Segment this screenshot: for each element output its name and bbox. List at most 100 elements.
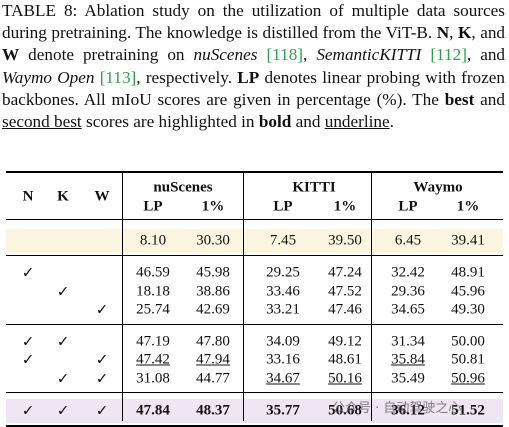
- caption-text: scores are highlighted in: [81, 112, 259, 132]
- caption-text: [112]: [430, 45, 467, 65]
- score-cell: 48.91: [451, 264, 485, 281]
- score-cell: 46.59: [136, 264, 170, 281]
- group-rule: [6, 323, 503, 325]
- check-mark: ✓: [95, 403, 109, 420]
- score-cell: 49.30: [451, 301, 485, 318]
- dataset-header: KITTI: [292, 179, 336, 196]
- source-header: K: [57, 188, 69, 205]
- caption-text: denote pretraining on: [19, 45, 194, 65]
- caption-text: LP: [237, 67, 260, 87]
- score-cell: 33.16: [266, 351, 300, 368]
- row-highlight: [6, 229, 503, 253]
- caption-text: K: [457, 23, 472, 43]
- group-rule: [6, 255, 503, 256]
- score-cell: 36.12: [391, 402, 425, 419]
- score-cell: 25.74: [136, 301, 170, 318]
- score-cell: 35.84: [391, 351, 425, 368]
- score-cell: 51.52: [451, 402, 485, 419]
- table-caption: TABLE 8: Ablation study on the utilizati…: [2, 0, 505, 133]
- score-cell: 49.12: [328, 333, 362, 350]
- caption-text: ,: [303, 45, 317, 65]
- score-cell: 18.18: [136, 283, 170, 300]
- score-cell: 33.21: [266, 301, 300, 318]
- score-cell: 48.61: [328, 351, 362, 368]
- score-cell: 31.08: [136, 370, 170, 387]
- score-cell: 34.65: [391, 301, 425, 318]
- score-cell: 50.81: [451, 351, 485, 368]
- check-mark: ✓: [56, 371, 70, 388]
- caption-text: second best: [2, 112, 82, 132]
- score-cell: 47.42: [136, 351, 170, 368]
- bottom-rule: [6, 425, 503, 427]
- score-cell: 33.46: [266, 283, 300, 300]
- dataset-header: Waymo: [413, 179, 463, 196]
- sub-header: LP: [398, 198, 418, 215]
- dataset-header: nuScenes: [153, 179, 213, 196]
- score-cell: 35.49: [391, 370, 425, 387]
- caption-text: nuScenes: [193, 45, 258, 65]
- caption-text: underline: [324, 112, 390, 132]
- row-highlight: [6, 399, 503, 423]
- check-mark: ✓: [21, 265, 35, 282]
- sub-header: LP: [143, 198, 163, 215]
- check-mark: ✓: [56, 334, 70, 351]
- group-rule: [6, 392, 503, 393]
- check-mark: ✓: [21, 403, 35, 420]
- column-divider: [371, 172, 372, 421]
- sub-header: 1%: [333, 198, 357, 215]
- top-rule: [6, 171, 503, 173]
- score-cell: 38.86: [196, 283, 230, 300]
- caption-text: TABLE 8: Ablation study on the utilizati…: [2, 1, 505, 43]
- score-cell: 39.50: [328, 232, 362, 249]
- score-cell: 30.30: [196, 232, 230, 249]
- header-rule: [6, 219, 503, 220]
- caption-text: .: [389, 112, 394, 132]
- score-cell: 7.45: [269, 232, 297, 249]
- caption-text: Waymo Open: [2, 67, 95, 87]
- score-cell: 8.10: [139, 232, 167, 249]
- score-cell: 50.96: [451, 370, 485, 387]
- check-mark: ✓: [95, 352, 109, 369]
- score-cell: 34.67: [266, 370, 300, 387]
- score-cell: 45.98: [196, 264, 230, 281]
- caption-text: [113]: [99, 67, 137, 87]
- score-cell: 29.36: [391, 283, 425, 300]
- score-cell: 35.77: [266, 402, 300, 419]
- sub-header: 1%: [456, 198, 480, 215]
- score-cell: 34.09: [266, 333, 300, 350]
- score-cell: 42.69: [196, 301, 230, 318]
- caption-text: bold: [258, 112, 292, 132]
- source-header: N: [22, 188, 34, 205]
- check-mark: ✓: [95, 371, 109, 388]
- caption-text: denotes linear probing with frozen backb…: [2, 67, 506, 109]
- sub-header: LP: [273, 198, 293, 215]
- caption-text: , respectively.: [136, 67, 238, 87]
- score-cell: 39.41: [451, 232, 485, 249]
- check-mark: ✓: [56, 284, 70, 301]
- column-divider: [243, 172, 244, 421]
- score-cell: 47.24: [328, 264, 362, 281]
- score-cell: 47.52: [328, 283, 362, 300]
- watermark: 公众号 · 自动驾驶之心: [332, 401, 462, 416]
- caption-text: and: [291, 112, 325, 132]
- score-cell: 47.46: [328, 301, 362, 318]
- source-header: W: [94, 188, 110, 205]
- check-mark: ✓: [21, 334, 35, 351]
- check-mark: ✓: [56, 403, 70, 420]
- score-cell: 47.19: [136, 333, 170, 350]
- caption-text: W: [2, 45, 20, 65]
- caption-text: ,: [449, 23, 458, 43]
- score-cell: 45.96: [451, 283, 485, 300]
- check-mark: ✓: [95, 302, 109, 319]
- score-cell: 44.77: [196, 370, 230, 387]
- caption-text: , and: [471, 23, 506, 43]
- score-cell: 6.45: [394, 232, 422, 249]
- score-cell: 47.80: [196, 333, 230, 350]
- score-cell: 50.68: [328, 402, 362, 419]
- sub-header: 1%: [201, 198, 225, 215]
- score-cell: 50.16: [328, 370, 362, 387]
- caption-text: and: [474, 89, 505, 109]
- column-divider: [122, 172, 123, 421]
